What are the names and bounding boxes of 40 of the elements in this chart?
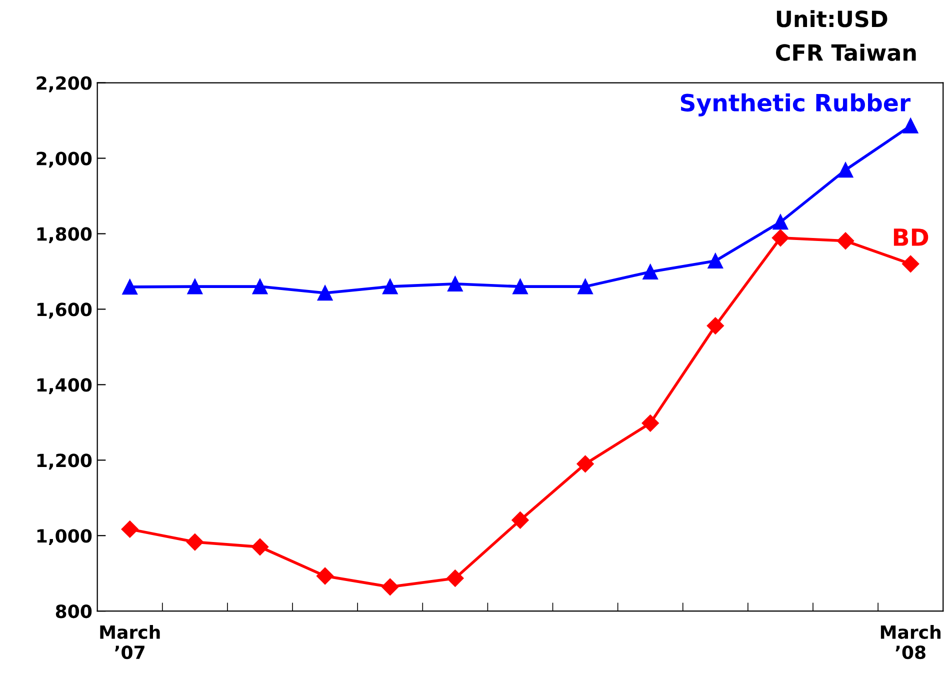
point [512,512,529,529]
point [448,276,463,292]
y-tick-label: 1,000 [37,529,92,546]
point [642,414,659,432]
point [708,253,724,269]
x-tick-label: March ’08 [880,624,940,660]
point [187,278,203,294]
point [382,278,398,294]
y-tick-label: 2,200 [36,76,92,92]
point [251,538,269,556]
y-tick-label: 1,800 [37,227,92,244]
point [642,264,658,280]
point [122,279,138,295]
point [902,118,918,134]
point [446,570,464,587]
point [576,455,594,472]
series-label: Synthetic Rubber [680,93,911,116]
point [836,232,854,250]
point [121,520,138,538]
point [902,255,920,272]
y-tick-label: 800 [56,604,92,618]
y-tick-label: 1,200 [37,454,92,470]
point [772,214,788,230]
point [578,278,593,294]
point [317,285,333,301]
series-label: BD [894,228,928,246]
y-tick-label: 1,400 [37,378,92,394]
point [316,567,334,585]
point [186,533,204,551]
point [382,578,399,596]
point [252,278,268,294]
point [838,162,854,178]
text: CFR Taiwan [776,44,916,61]
y-tick-label: 2,000 [36,152,92,168]
point [706,317,724,334]
text: Unit:USD [776,10,888,28]
y-tick-label: 1,600 [37,302,92,319]
point [772,229,790,246]
point [512,278,528,294]
x-tick-label: March ’07 [100,624,160,660]
